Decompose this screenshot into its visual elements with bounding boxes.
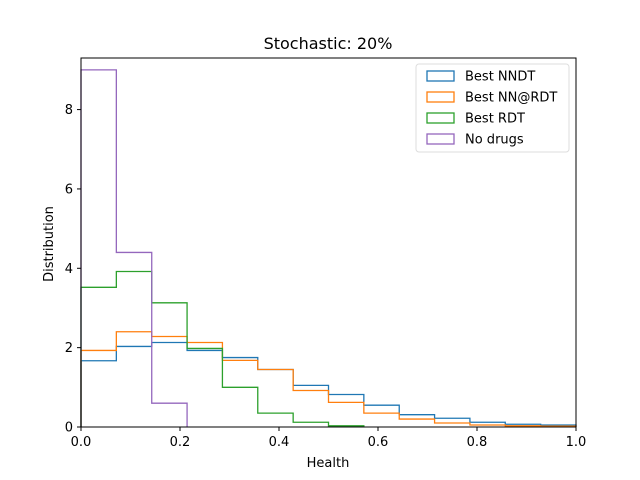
x-tick-label: 0.6 xyxy=(368,435,389,450)
x-axis-label: Health xyxy=(307,456,350,471)
y-tick-label: 6 xyxy=(65,182,73,197)
x-tick-label: 1.0 xyxy=(566,435,587,450)
x-tick-label: 0.4 xyxy=(269,435,290,450)
y-tick-label: 2 xyxy=(65,341,73,356)
legend-box xyxy=(415,63,570,153)
legend-swatch xyxy=(426,70,455,82)
y-tick-label: 8 xyxy=(65,103,73,118)
y-axis-label: Distribution xyxy=(42,206,57,282)
x-tick-label: 0.8 xyxy=(467,435,488,450)
legend-label: No drugs xyxy=(465,133,524,148)
axes: 0.0 0.2 0.4 0.6 0.8 1.0 0 2 4 6 8 xyxy=(65,57,587,450)
legend-swatch xyxy=(426,91,455,103)
x-tick-label: 0.2 xyxy=(170,435,191,450)
chart-title: Stochastic: 20% xyxy=(264,34,393,53)
legend-label: Best NN@RDT xyxy=(465,91,557,106)
x-tick-label: 0.0 xyxy=(71,435,92,450)
legend-swatch xyxy=(426,133,455,145)
y-tick-label: 0 xyxy=(65,421,73,436)
legend: Best NNDT Best NN@RDT Best RDT No drugs xyxy=(415,63,570,153)
y-tick-label: 4 xyxy=(65,262,73,277)
legend-label: Best NNDT xyxy=(465,70,535,85)
series-4-step-line xyxy=(80,69,188,427)
legend-swatch xyxy=(426,112,455,124)
plot-area xyxy=(80,69,577,427)
legend-label: Best RDT xyxy=(465,112,525,127)
series-3-step-line xyxy=(80,270,365,427)
axes-frame xyxy=(80,57,577,428)
